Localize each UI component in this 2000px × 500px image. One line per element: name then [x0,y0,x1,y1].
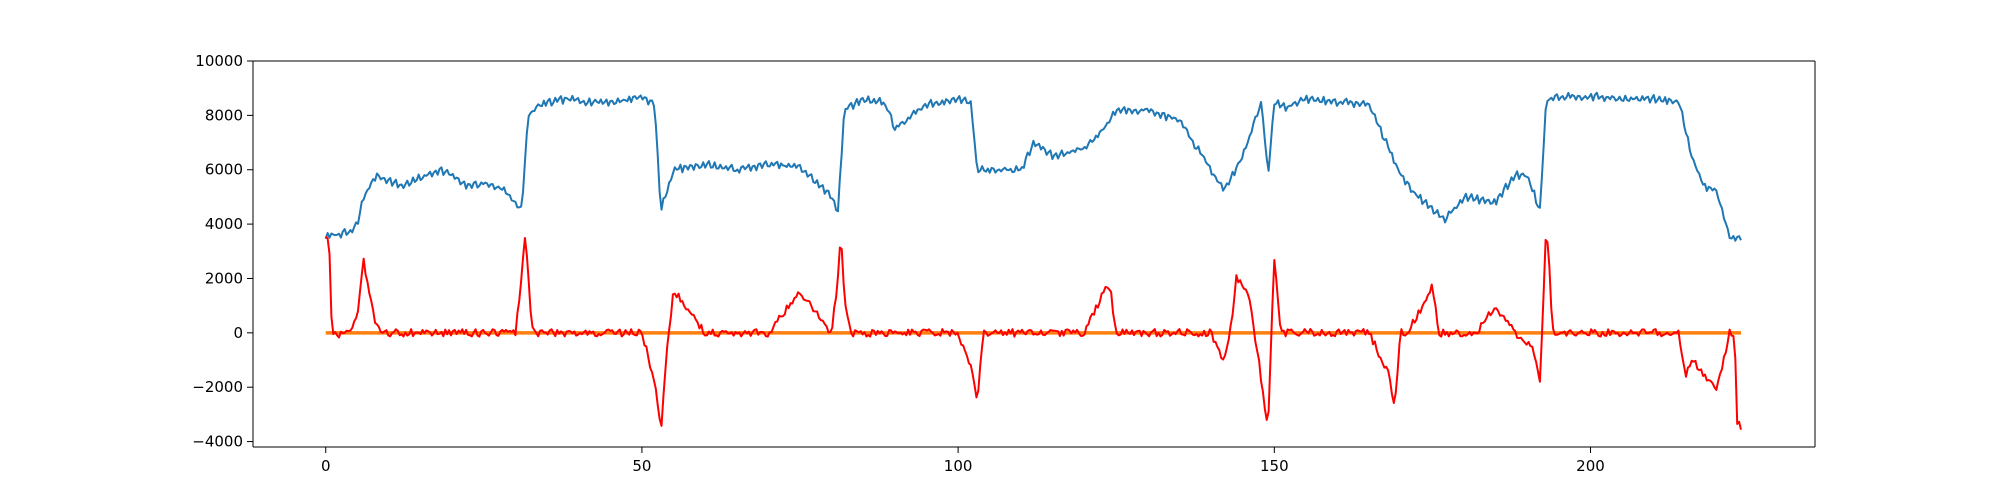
y-tick-label: 6000 [205,161,243,179]
axes-frame [252,60,1816,448]
plot-area [253,61,1815,447]
y-tick-label: 0 [233,324,243,342]
y-tick-label: 4000 [205,215,243,233]
series-line-3 [324,235,1742,430]
x-tick-label: 100 [944,457,973,475]
plot-background [253,61,1815,447]
y-axis-ticks: −4000 −2000 0 2000 4000 6000 8000 10000 [192,52,253,451]
series-line-1 [324,91,1742,242]
x-tick-label: 0 [321,457,331,475]
y-tick-label: 8000 [205,106,243,124]
x-tick-label: 50 [632,457,651,475]
x-tick-label: 200 [1576,457,1605,475]
series-layer [324,91,1742,430]
y-tick-label: −2000 [192,378,243,396]
y-tick-label: 10000 [195,52,243,70]
y-tick-label: 2000 [205,269,243,287]
x-axis-ticks: 0 50 100 150 200 [321,447,1605,475]
x-tick-label: 150 [1260,457,1289,475]
y-tick-label: −4000 [192,433,243,451]
